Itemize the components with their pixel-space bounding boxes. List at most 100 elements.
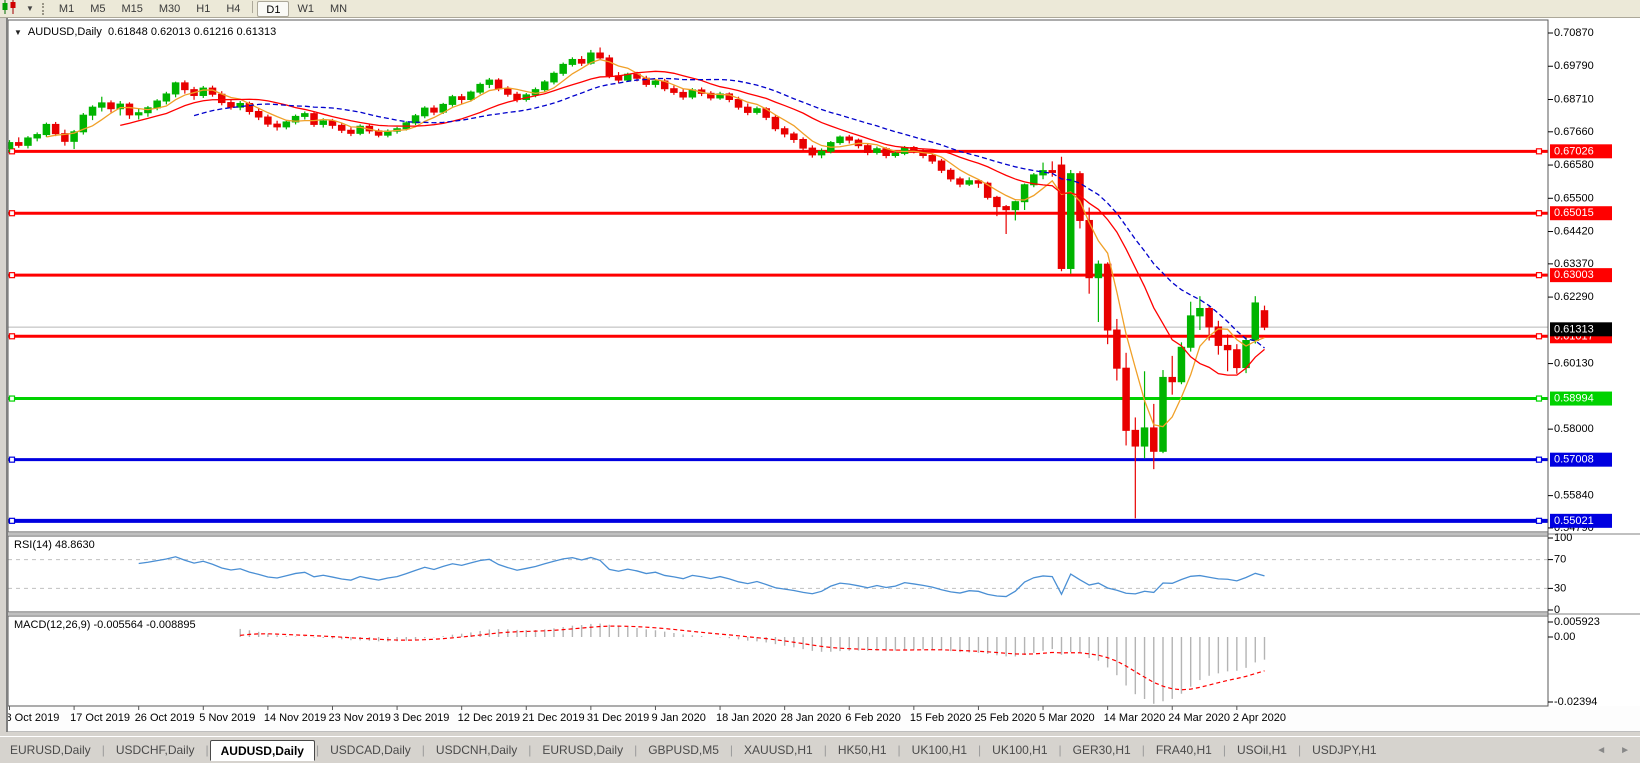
- chart-tab-audusd-daily[interactable]: AUDUSD,Daily: [209, 739, 315, 761]
- date-label: 17 Oct 2019: [70, 712, 130, 724]
- date-label: 14 Mar 2020: [1104, 712, 1166, 724]
- candle-body-bull: [550, 72, 558, 83]
- chart-tab-usdjpy-h1[interactable]: USDJPY,H1: [1312, 742, 1377, 757]
- tab-scroll-right-icon[interactable]: ►: [1620, 744, 1630, 756]
- price-tick-label: 0.60130: [1554, 358, 1594, 370]
- candle-body-bear: [771, 116, 780, 130]
- timeframe-button-w1[interactable]: W1: [297, 2, 314, 15]
- candle-body-bull: [559, 63, 567, 74]
- hline-handle[interactable]: [8, 210, 16, 217]
- symbol-tabs: EURUSD,Daily | USDCHF,Daily | AUDUSD,Daily | U…: [0, 739, 1387, 761]
- candle-body-bull: [199, 87, 208, 96]
- chart-tab-eurusd-daily[interactable]: EURUSD,Daily: [542, 742, 624, 757]
- chart-tab-uk100-h1[interactable]: UK100,H1: [992, 742, 1048, 757]
- date-label: 31 Dec 2019: [587, 712, 649, 724]
- macd-panel[interactable]: [8, 616, 1548, 706]
- hline-handle[interactable]: [1535, 395, 1543, 402]
- candle-body-bear: [670, 88, 678, 93]
- candle-body-bear: [679, 91, 687, 98]
- macd-name: MACD(12,26,9): [14, 619, 91, 631]
- price-tick-label: 0.58000: [1554, 423, 1594, 435]
- hline-price-label: 0.57008: [1554, 454, 1594, 466]
- candle-body-bear: [1260, 310, 1269, 328]
- chart-tab-usdcnh-daily[interactable]: USDCNH,Daily: [435, 742, 518, 757]
- chart-tab-gbpusd-m5[interactable]: GBPUSD,M5: [648, 742, 719, 757]
- candle-body-bear: [605, 57, 614, 77]
- timeframe-button-m15[interactable]: M15: [121, 2, 143, 15]
- symbol-tab-bar: EURUSD,Daily | USDCHF,Daily | AUDUSD,Daily | U…: [0, 736, 1640, 763]
- hline-handle[interactable]: [8, 456, 16, 463]
- date-label: 23 Nov 2019: [328, 712, 390, 724]
- hline-handle[interactable]: [1535, 148, 1543, 155]
- timeframe-button-m5[interactable]: M5: [90, 2, 106, 15]
- rsi-line: [138, 556, 1265, 598]
- timeframe-button-d1[interactable]: D1: [257, 0, 290, 17]
- candle-body-bull: [1177, 346, 1186, 383]
- candle-body-bull: [291, 115, 300, 123]
- candle-body-bear: [1002, 206, 1010, 211]
- toolbar-divider: [252, 0, 254, 13]
- candle-body-bull: [651, 80, 660, 85]
- candle-body-bear: [734, 98, 743, 108]
- hline-handle[interactable]: [1535, 272, 1543, 279]
- candle-body-bear: [707, 92, 715, 99]
- hline-handle[interactable]: [1535, 456, 1543, 463]
- candle-body-bull: [485, 79, 494, 85]
- candlestick-chart-icon[interactable]: [2, 0, 24, 16]
- rsi-tick-label: 100: [1554, 532, 1572, 544]
- chevron-down-icon[interactable]: ▼: [26, 4, 34, 13]
- timeframe-button-h1[interactable]: H1: [196, 2, 211, 15]
- collapse-triangle-icon[interactable]: ▼: [14, 28, 22, 37]
- tab-separator: |: [1222, 743, 1226, 757]
- candle-body-bull: [98, 102, 106, 108]
- candle-body-bull: [1094, 263, 1103, 279]
- chart-canvas[interactable]: 0.70870 0.69790 0.68710 0.67660 0.66580 0.655…: [0, 18, 1640, 732]
- chart-tab-xauusd-h1[interactable]: XAUUSD,H1: [744, 742, 813, 757]
- hline-price-label-bg: [1550, 452, 1612, 467]
- candle-body-bear: [1057, 164, 1066, 269]
- candle-body-bear: [633, 73, 641, 79]
- date-axis-area: [0, 706, 1640, 732]
- chart-tab-usdchf-daily[interactable]: USDCHF,Daily: [115, 742, 195, 757]
- date-label: 15 Feb 2020: [910, 712, 972, 724]
- candle-body-bull: [531, 89, 540, 96]
- hline-handle[interactable]: [1535, 333, 1543, 340]
- date-label: 6 Feb 2020: [845, 712, 901, 724]
- tab-scroll-controls: ◄ ►: [1596, 745, 1630, 756]
- hline-handle[interactable]: [8, 395, 16, 402]
- hline-handle[interactable]: [8, 333, 16, 340]
- price-tick-label: 0.62290: [1554, 291, 1594, 303]
- hline-price-label: 0.67026: [1554, 145, 1594, 157]
- chart-tab-usoil-h1[interactable]: USOil,H1: [1236, 742, 1287, 757]
- timeframe-button-m1[interactable]: M1: [58, 2, 75, 15]
- hline-handle[interactable]: [8, 148, 16, 155]
- candle-body-bull: [88, 106, 97, 116]
- candle-body-bull: [1186, 315, 1195, 348]
- candle-body-bull: [873, 148, 881, 153]
- timeframe-button-h4[interactable]: H4: [226, 2, 241, 15]
- hline-price-label-bg: [1550, 513, 1612, 528]
- chart-tab-ger30-h1[interactable]: GER30,H1: [1072, 742, 1131, 757]
- chart-tab-fra40-h1[interactable]: FRA40,H1: [1155, 742, 1212, 757]
- candle-body-bear: [1214, 326, 1223, 346]
- macd-indicator-label: MACD(12,26,9) -0.005564 -0.008895: [14, 619, 196, 631]
- toolbar-grip[interactable]: [41, 2, 45, 15]
- chart-tab-eurusd-daily[interactable]: EURUSD,Daily: [10, 742, 91, 757]
- candle-body-bull: [965, 180, 973, 185]
- hline-handle[interactable]: [8, 272, 16, 279]
- date-label: 3 Dec 2019: [393, 712, 449, 724]
- candle-body-bear: [14, 142, 23, 146]
- chart-tab-hk50-h1[interactable]: HK50,H1: [837, 742, 887, 757]
- chart-tab-usdcad-daily[interactable]: USDCAD,Daily: [330, 742, 411, 757]
- chart-symbol-period: AUDUSD,Daily: [27, 26, 102, 38]
- timeframe-button-m30[interactable]: M30: [158, 2, 181, 15]
- chart-tab-uk100-h1[interactable]: UK100,H1: [911, 742, 968, 757]
- rsi-panel[interactable]: [8, 536, 1548, 612]
- candle-body-bear: [947, 169, 955, 180]
- tab-scroll-left-icon[interactable]: ◄: [1596, 744, 1607, 756]
- hline-handle[interactable]: [1535, 517, 1543, 524]
- candle-body-bull: [1020, 184, 1029, 203]
- hline-handle[interactable]: [8, 517, 16, 524]
- hline-handle[interactable]: [1535, 210, 1543, 217]
- timeframe-button-mn[interactable]: MN: [329, 2, 348, 15]
